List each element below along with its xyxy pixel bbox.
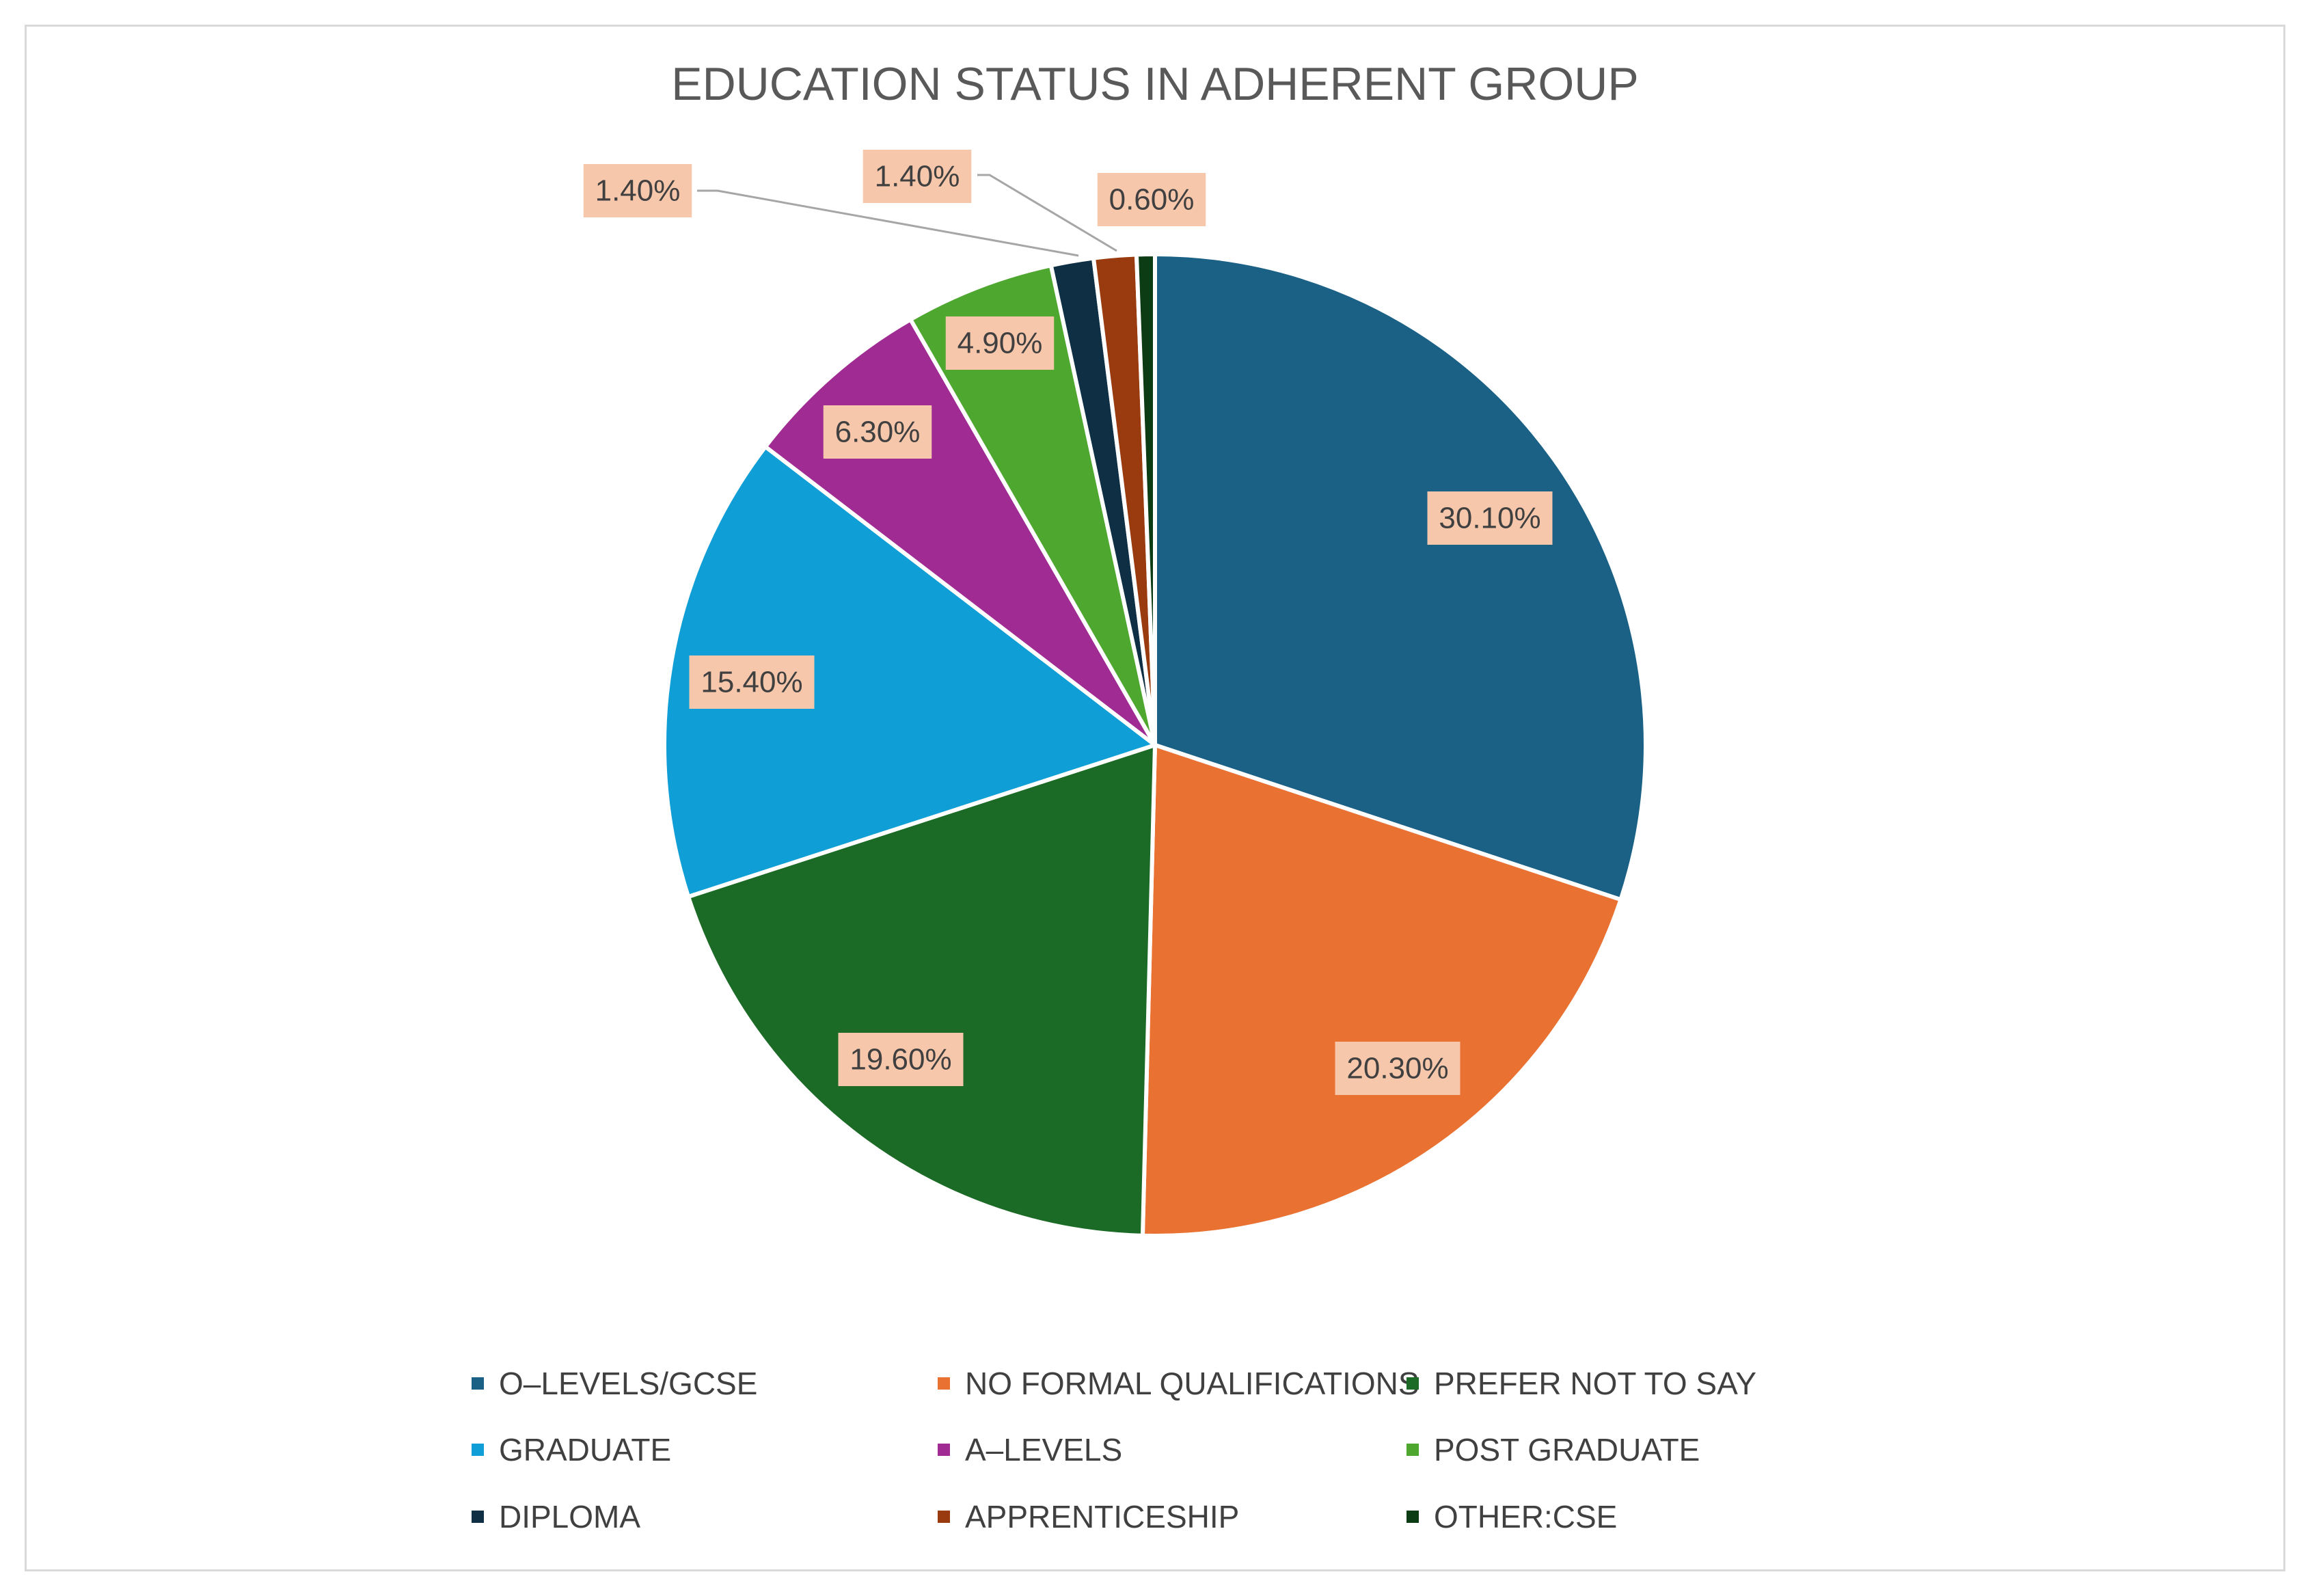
data-label-box: [1335, 1042, 1460, 1095]
data-label-box: [1427, 491, 1553, 545]
pie-slice-prefer-not-to-say: [685, 742, 1158, 1238]
data-label-other-cse: 0.60%: [1097, 173, 1206, 226]
data-label-graduate: 15.40%: [689, 655, 815, 709]
leader-line-apprenticeship: [977, 174, 1117, 252]
pie-slice-o-levels-gcse: [1153, 252, 1648, 902]
pie-slice-no-formal-qualifications: [1140, 742, 1624, 1238]
data-label-a-levels: 6.30%: [823, 405, 932, 459]
data-label-text: 30.10%: [1439, 502, 1540, 535]
pie-slice-post-graduate: [908, 262, 1157, 746]
data-label-text: 6.30%: [835, 416, 921, 449]
data-label-prefer-not-to-say: 19.60%: [838, 1033, 964, 1086]
pie-slice-graduate: [662, 444, 1160, 900]
data-label-box: [1097, 173, 1206, 226]
data-label-box: [862, 150, 972, 203]
data-label-box: [583, 164, 692, 217]
data-label-box: [689, 655, 815, 709]
data-label-post-graduate: 4.90%: [945, 316, 1055, 370]
data-label-text: 1.40%: [875, 160, 960, 193]
chart-title: EDUCATION STATUS IN ADHERENT GROUP: [671, 58, 1639, 110]
data-label-text: 0.60%: [1109, 183, 1195, 217]
data-label-apprenticeship: 1.40%: [862, 150, 972, 203]
data-label-box: [838, 1033, 964, 1086]
data-label-diploma: 1.40%: [583, 164, 692, 217]
data-label-no-formal-qualifications: 20.30%: [1335, 1042, 1460, 1095]
data-label-text: 20.30%: [1346, 1052, 1448, 1085]
data-label-text: 4.90%: [957, 327, 1043, 360]
data-label-o-levels-gcse: 30.10%: [1427, 491, 1553, 545]
pie-slice-other-cse: [1134, 252, 1157, 746]
data-label-text: 19.60%: [850, 1043, 951, 1077]
data-label-box: [945, 316, 1055, 370]
data-label-box: [823, 405, 932, 459]
data-label-text: 15.40%: [701, 666, 802, 699]
leader-line-diploma: [697, 189, 1079, 257]
data-label-text: 1.40%: [595, 174, 681, 208]
